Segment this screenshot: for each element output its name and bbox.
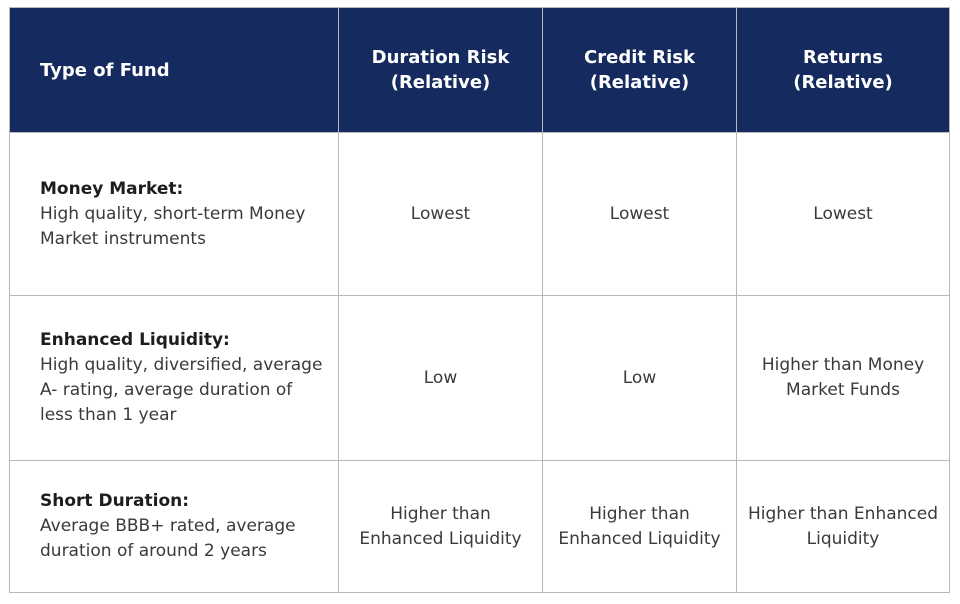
header-duration-risk-line2: (Relative) <box>390 72 491 93</box>
header-credit-risk: Credit Risk (Relative) <box>542 7 737 133</box>
header-duration-risk-line1: Duration Risk <box>371 47 510 68</box>
header-returns: Returns (Relative) <box>736 7 950 133</box>
returns-cell: Higher than Money Market Funds <box>736 295 950 461</box>
fund-type-cell: Short Duration: Average BBB+ rated, aver… <box>9 460 339 593</box>
returns-cell: Higher than Enhanced Liquidity <box>736 460 950 593</box>
fund-description: High quality, short-term Money Market in… <box>40 203 306 249</box>
duration-risk-cell: Low <box>338 295 543 461</box>
credit-risk-cell: Low <box>542 295 737 461</box>
header-returns-line1: Returns <box>803 47 883 68</box>
fund-type-cell: Enhanced Liquidity: High quality, divers… <box>9 295 339 461</box>
fund-comparison-table: Type of Fund Duration Risk (Relative) Cr… <box>9 7 950 593</box>
header-credit-risk-line2: (Relative) <box>589 72 690 93</box>
duration-risk-cell: Higher than Enhanced Liquidity <box>338 460 543 593</box>
table-row: Money Market: High quality, short-term M… <box>9 132 950 296</box>
duration-risk-cell: Lowest <box>338 132 543 296</box>
header-row: Type of Fund Duration Risk (Relative) Cr… <box>9 7 950 133</box>
header-credit-risk-line1: Credit Risk <box>584 47 695 68</box>
fund-type-cell: Money Market: High quality, short-term M… <box>9 132 339 296</box>
fund-name: Enhanced Liquidity: <box>40 330 230 350</box>
table-row: Enhanced Liquidity: High quality, divers… <box>9 295 950 461</box>
fund-name: Money Market: <box>40 178 184 199</box>
header-returns-line2: (Relative) <box>793 72 893 93</box>
credit-risk-cell: Lowest <box>542 132 737 296</box>
fund-description: High quality, diversified, average A- ra… <box>40 355 323 425</box>
fund-description: Average BBB+ rated, average duration of … <box>40 516 296 561</box>
credit-risk-cell: Higher than Enhanced Liquidity <box>542 460 737 593</box>
header-type-of-fund-label: Type of Fund <box>40 59 170 81</box>
fund-name: Short Duration: <box>40 491 190 511</box>
returns-cell: Lowest <box>736 132 950 296</box>
header-duration-risk: Duration Risk (Relative) <box>338 7 543 133</box>
table-row: Short Duration: Average BBB+ rated, aver… <box>9 460 950 593</box>
header-type-of-fund: Type of Fund <box>9 7 339 133</box>
